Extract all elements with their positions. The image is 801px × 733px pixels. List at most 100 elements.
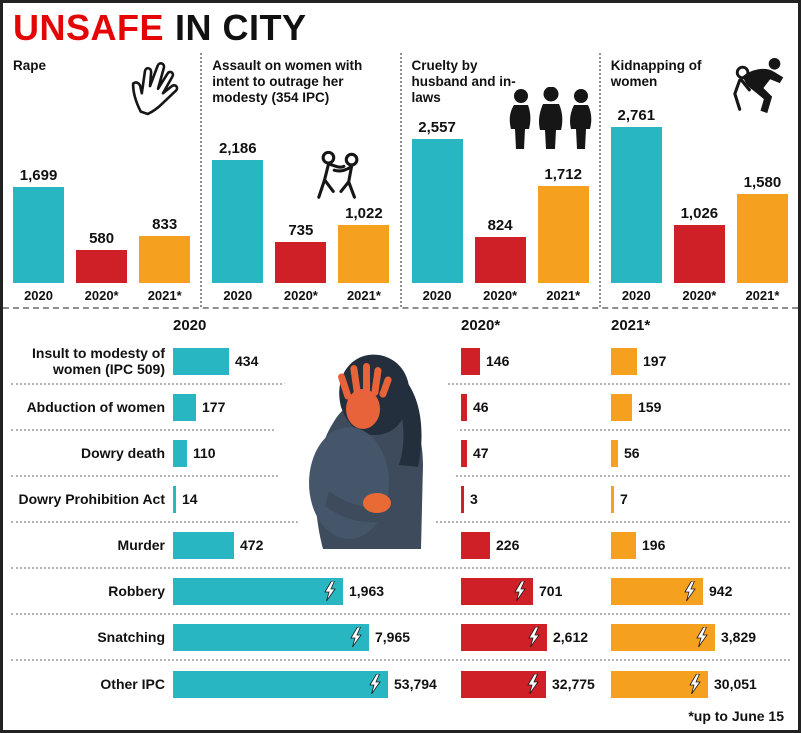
bar [212,160,264,283]
bar-value-label: 146 [486,353,510,369]
chart-panel: Assault on women with intent to outrage … [200,53,399,307]
bar-value-label: 1,022 [345,205,383,222]
bottom-table: 2020 2020* 2021* Insult to modesty of wo… [3,307,798,730]
bar-cell: 196 [611,523,665,567]
bar-value-label: 110 [193,445,216,461]
year-label: 2020 [422,288,452,303]
bar-value-label: 7 [620,491,628,507]
bar-value-label: 833 [152,216,178,233]
column-header-2020-star: 2020* [461,317,501,334]
bar [461,485,464,513]
bar [461,393,467,421]
row-label: Dowry Prohibition Act [18,490,165,507]
top-bar-charts: Rape 1,699 580 833 2020 2020* 2021* Assault on … [3,53,798,307]
bar-value-label: 2,186 [219,140,257,157]
column-header-2021-star: 2021* [611,317,651,334]
bar-cell: 2,612 [461,615,588,659]
bar-cell: 53,794 [173,661,437,707]
year-label: 2020* [84,288,119,303]
bar-value-label: 197 [643,353,667,369]
panel-title: Assault on women with intent to outrage … [212,58,363,105]
bar-value-label: 735 [288,222,314,239]
bar-value-label: 580 [89,230,115,247]
bar [173,393,196,421]
row-label: Insult to modesty of women (IPC 509) [32,344,165,377]
hand-icon [126,59,186,119]
bar [139,236,191,283]
bar-value-label: 3,829 [721,629,757,645]
bar-cell: 47 [461,431,489,475]
scale-break-icon [350,626,362,648]
bar-value-label: 14 [182,491,198,507]
year-label: 2021* [745,288,780,303]
bar-cell: 3 [461,477,478,521]
panel-title: Kidnapping of women [610,58,702,89]
bar [461,347,480,375]
row-label: Other IPC [100,675,165,692]
bar-value-label: 53,794 [394,676,437,692]
bar [537,186,589,283]
bar-cell: 56 [611,431,640,475]
bar [173,347,229,375]
bar-value-label: 1,026 [680,205,719,222]
row-label: Murder [117,536,165,553]
row-label: Snatching [97,628,165,645]
bar [610,127,662,283]
bar-value-label: 942 [709,583,733,599]
bar-value-label: 2,557 [418,119,456,136]
scale-break-icon [514,580,526,602]
bar [173,670,388,698]
bar-cell: 110 [173,431,216,475]
bar-value-label: 2,612 [553,629,589,645]
bar-cell: 1,963 [173,569,384,613]
title-highlight: UNSAFE [13,7,165,48]
bar [173,623,369,651]
chart-panel: Cruelty by husband and in-laws 2,557 824 1,… [399,53,599,307]
bar-value-label: 32,775 [552,676,595,692]
year-label: 2020 [223,288,253,303]
bar [611,347,637,375]
bar-cell: 472 [173,523,263,567]
bar-cell: 14 [173,477,198,521]
bar-cell: 226 [461,523,519,567]
bar [173,577,343,605]
bar [173,485,176,513]
bar [611,531,636,559]
bar-value-label: 701 [539,583,563,599]
table-row: Insult to modesty of women (IPC 509) 434 1… [11,339,790,385]
year-label: 2020* [682,288,717,303]
year-label: 2020 [621,288,651,303]
bar-value-label: 1,580 [743,174,782,191]
table-row: Other IPC 53,794 32,775 30,051 [11,661,790,707]
footnote: *up to June 15 [688,708,784,724]
bar-cell: 7 [611,477,628,521]
column-header-2020: 2020 [173,317,207,334]
table-rows: Insult to modesty of women (IPC 509) 434 1… [11,339,790,707]
page-title: UNSAFE IN CITY [13,7,307,49]
bar-value-label: 7,965 [375,629,411,645]
bar [461,623,547,651]
table-row: Snatching 7,965 2,612 3,829 [11,615,790,661]
bar-cell: 32,775 [461,661,595,707]
bar [474,237,526,283]
scale-break-icon [527,673,539,695]
bar-value-label: 30,051 [714,676,757,692]
year-label: 2021* [546,288,581,303]
bar-value-label: 159 [638,399,662,415]
bar-value-label: 2,761 [617,107,656,124]
bar-value-label: 177 [202,399,226,415]
bar-cell: 159 [611,385,661,429]
bar-value-label: 1,712 [544,166,582,183]
bar [173,531,234,559]
year-label: 2020 [24,288,53,303]
bar [461,577,533,605]
scale-break-icon [528,626,540,648]
bar-cell: 3,829 [611,615,756,659]
bar-value-label: 46 [473,399,489,415]
family-icon [507,86,595,151]
bar-cell: 197 [611,339,666,383]
bar [611,393,632,421]
bar-cell: 942 [611,569,732,613]
table-row: Dowry Prohibition Act 14 3 7 [11,477,790,523]
bar-value-label: 472 [240,537,264,553]
